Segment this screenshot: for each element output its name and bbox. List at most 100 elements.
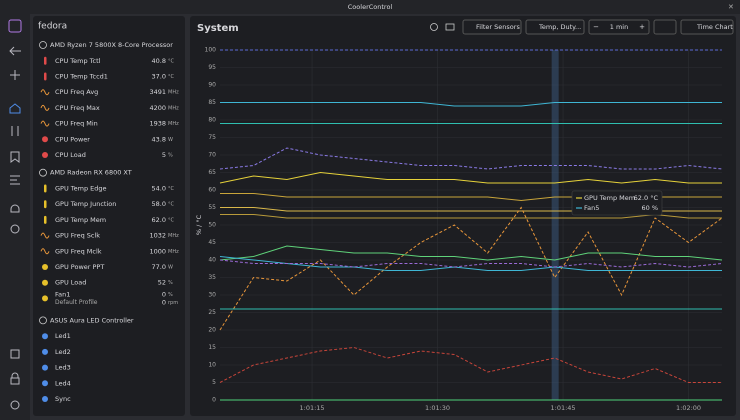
- nav-rail: [0, 14, 30, 420]
- sensor-icon: [40, 232, 50, 239]
- range-plus[interactable]: +: [639, 23, 645, 31]
- sidebar: [33, 16, 185, 416]
- y-tick-label: 90: [208, 82, 216, 89]
- sensor-unit: W: [168, 265, 173, 271]
- filter-label: Filter Sensors: [476, 23, 520, 31]
- sensor-unit: °C: [168, 186, 175, 192]
- y-tick-label: 60: [208, 187, 216, 194]
- device-name: AMD Ryzen 7 5800X 8-Core Processor: [50, 41, 173, 49]
- sensor-value: 5: [162, 151, 166, 159]
- sensor-unit: MHz: [168, 105, 179, 111]
- sensor-name: Led4: [55, 379, 71, 387]
- sensor-icon: [42, 279, 48, 286]
- settings[interactable]: [10, 224, 20, 234]
- range-control[interactable]: [588, 19, 650, 35]
- sensor-unit: %: [168, 280, 173, 286]
- y-tick-label: 25: [208, 309, 216, 316]
- y-tick-label: 75: [208, 134, 216, 141]
- sensor-name: Led2: [55, 348, 71, 356]
- lock[interactable]: [10, 372, 20, 385]
- y-tick-label: 35: [208, 274, 216, 281]
- sensor-name: CPU Freq Avg: [55, 88, 98, 96]
- open[interactable]: [10, 349, 20, 359]
- sensor-name: Sync: [55, 395, 71, 403]
- sensor-icon: [40, 89, 50, 96]
- y-tick-label: 20: [208, 327, 216, 334]
- nav-icons: [8, 19, 22, 410]
- types-label: Temp, Duty...: [538, 23, 581, 31]
- image-button[interactable]: [445, 23, 455, 31]
- y-tick-label: 40: [208, 257, 216, 264]
- device-icon: [39, 41, 47, 49]
- series-line: [219, 256, 722, 271]
- sensor-icon: [40, 104, 50, 111]
- modes[interactable]: [10, 175, 20, 185]
- sensor-value: 0: [162, 298, 166, 306]
- y-tick-label: 15: [208, 344, 216, 351]
- power[interactable]: [10, 400, 20, 410]
- series-line: [220, 213, 722, 219]
- sensor-value: 52: [158, 279, 166, 287]
- sensor-name: Led1: [55, 332, 71, 340]
- sensor-icon: [44, 184, 47, 193]
- sensor-unit: MHz: [168, 233, 179, 239]
- types-button[interactable]: [525, 19, 585, 35]
- series-line: [220, 102, 722, 107]
- sensor-name: GPU Temp Edge: [55, 185, 107, 193]
- sensor-value: 77.0: [152, 263, 166, 271]
- range-label: 1 min: [610, 23, 628, 31]
- close[interactable]: ✕: [728, 3, 734, 11]
- sensor-name: GPU Load: [55, 279, 86, 287]
- y-tick-label: 55: [208, 204, 216, 211]
- alerts[interactable]: [10, 204, 20, 213]
- fan-button[interactable]: [653, 19, 677, 35]
- profiles[interactable]: [10, 151, 20, 163]
- device-icon: [39, 168, 47, 177]
- sensor-icon: [42, 380, 48, 387]
- sensor-value: 1032: [149, 232, 166, 240]
- view-title: System: [197, 23, 239, 34]
- sensor-name: GPU Temp Mem: [55, 216, 106, 224]
- tooltip-name: GPU Temp Mem: [584, 194, 635, 202]
- sensor-name: CPU Freq Min: [55, 120, 98, 128]
- sensor-value: 54.0: [152, 185, 166, 193]
- sensor-icon: [40, 120, 50, 127]
- sensor-value: 1000: [149, 247, 166, 255]
- sensor-icon: [42, 348, 48, 355]
- series-line: [219, 245, 723, 261]
- sensor-value: 4200: [149, 104, 166, 112]
- sensor-name: CPU Power: [55, 135, 90, 143]
- sensor-icon: [42, 295, 48, 302]
- sensor-icon: [42, 136, 48, 143]
- range-minus[interactable]: −: [593, 23, 599, 31]
- y-tick-label: 5: [212, 379, 216, 386]
- sensor-icon: [44, 56, 47, 65]
- series-line: [219, 346, 722, 383]
- y-axis-label: % / °C: [195, 214, 203, 235]
- sensor-name: CPU Temp Tccd1: [55, 73, 108, 81]
- filter-button[interactable]: [462, 19, 522, 35]
- x-tick-label: 1:01:45: [551, 404, 576, 412]
- device-icon: [39, 316, 47, 325]
- info-button[interactable]: [430, 23, 438, 31]
- tooltip-name: Fan5: [584, 204, 599, 212]
- dashboard[interactable]: [9, 103, 21, 114]
- logo: [8, 19, 22, 33]
- tooltip-value: 60 %: [641, 204, 658, 212]
- device-name: ASUS Aura LED Controller: [50, 316, 134, 324]
- sensor-icon: [42, 264, 48, 270]
- controls[interactable]: [11, 126, 19, 136]
- series-line: [219, 147, 723, 170]
- add[interactable]: [10, 70, 20, 80]
- series-line: [219, 259, 723, 268]
- x-tick-label: 1:01:15: [300, 404, 325, 412]
- sensor-unit: MHz: [168, 121, 179, 127]
- chart-type-button[interactable]: [680, 19, 734, 35]
- sensor-value: 1938: [149, 120, 166, 128]
- back[interactable]: [9, 46, 21, 56]
- sensor-name: Fan1: [55, 290, 70, 298]
- y-tick-label: 30: [208, 292, 216, 299]
- sensor-value: 62.0: [152, 216, 166, 224]
